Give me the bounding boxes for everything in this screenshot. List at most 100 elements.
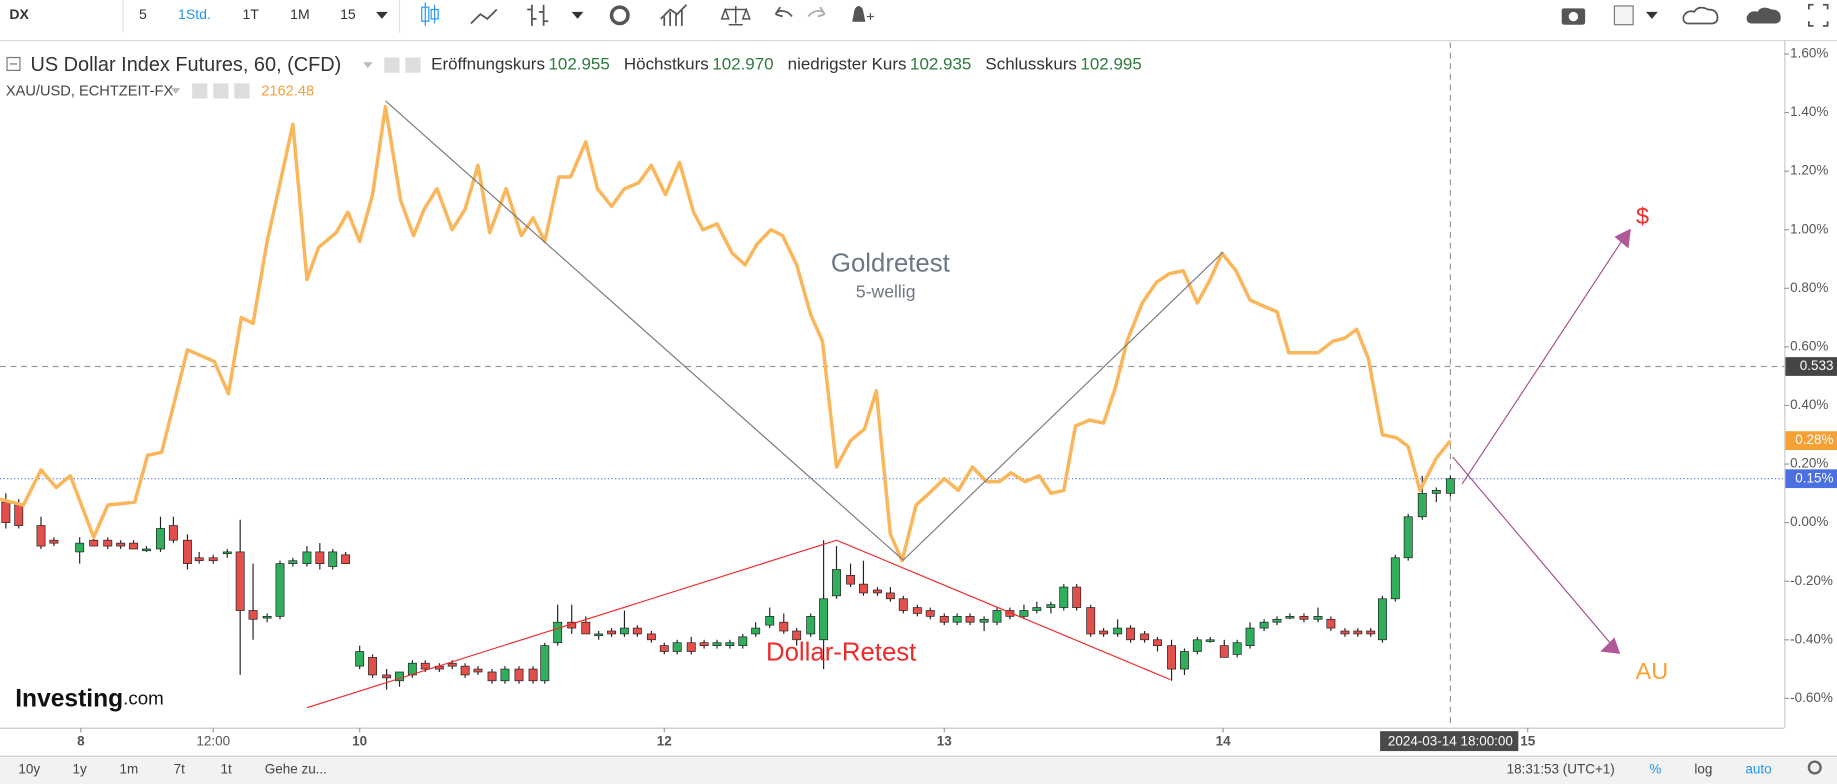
bottom-bar (0, 755, 1837, 784)
candle-body (500, 668, 510, 682)
indicator-icon[interactable] (660, 4, 688, 26)
candle-body (1019, 610, 1029, 617)
crosshair-label: 2024-03-14 18:00:00 (1388, 733, 1513, 748)
x-tick-label: 8 (77, 733, 85, 748)
trend-line (385, 100, 1224, 561)
candle-body (925, 610, 935, 617)
candle-body (1353, 630, 1363, 635)
annotation: AU (1636, 658, 1669, 684)
candle-body (832, 569, 841, 597)
candle-body (646, 633, 656, 641)
line-icon[interactable] (470, 8, 498, 25)
range-button[interactable]: 1t (220, 761, 231, 776)
candle-body (1032, 607, 1042, 611)
candle-body (912, 607, 922, 614)
field-value: 102.970 (712, 55, 773, 74)
alert-icon[interactable] (852, 5, 874, 22)
candle-body (1099, 630, 1109, 635)
candle-body (898, 598, 908, 611)
interval-button[interactable]: 1M (290, 6, 310, 22)
legend-button[interactable] (384, 57, 400, 73)
x-tick-label: 13 (937, 733, 952, 748)
range-button[interactable]: 10y (18, 761, 40, 776)
collapse-button[interactable] (6, 56, 21, 71)
candle-body (315, 551, 325, 564)
legend-button[interactable] (192, 83, 208, 99)
interval-button[interactable]: 15 (340, 6, 356, 22)
dropdown-arrow[interactable] (571, 11, 584, 19)
interval-button[interactable]: 1T (243, 6, 260, 22)
candle-body (712, 642, 722, 646)
color-box[interactable] (1613, 5, 1634, 26)
candle-body (1219, 645, 1229, 658)
candle-body (36, 525, 46, 547)
candle-body (141, 548, 151, 552)
dropdown-arrow[interactable] (1646, 11, 1658, 19)
y-tick-label: 1.60% (1790, 46, 1828, 61)
candle-body (819, 598, 829, 641)
x-tick-label: 12 (657, 733, 672, 748)
dropdown-arrow[interactable] (363, 62, 373, 69)
candle-body (619, 627, 629, 635)
range-button[interactable]: 1m (120, 761, 139, 776)
legend-button[interactable] (213, 83, 229, 99)
candle-body (1417, 492, 1427, 518)
goto-button[interactable]: Gehe zu... (265, 761, 327, 776)
field-value: 102.955 (548, 55, 609, 74)
arrow-head (1614, 228, 1631, 249)
candle-body (248, 610, 258, 620)
candle-icon[interactable] (421, 2, 439, 26)
symbol[interactable]: DX (9, 6, 29, 22)
compare-icon[interactable] (720, 5, 751, 26)
cloud-download-icon[interactable] (1682, 6, 1719, 25)
candle-body (288, 560, 298, 564)
candle-body (168, 525, 178, 541)
legend-title: US Dollar Index Futures, 60, (CFD) (30, 54, 341, 76)
candle-body (368, 657, 378, 676)
candle-body (1059, 586, 1069, 608)
candle-body (846, 574, 856, 585)
log-toggle[interactable]: log (1694, 761, 1712, 776)
candle-body (1313, 616, 1323, 620)
candle-body (395, 671, 404, 682)
cloud-upload-icon[interactable] (1746, 7, 1781, 24)
dropdown-arrow[interactable] (171, 87, 181, 94)
fullscreen-icon[interactable] (1808, 3, 1829, 27)
legend-button[interactable] (234, 83, 250, 99)
candle-body (1005, 610, 1015, 617)
percent-toggle[interactable]: % (1649, 761, 1661, 776)
candle-body (1259, 621, 1269, 629)
range-button[interactable]: 1y (73, 761, 87, 776)
candle-body (1086, 607, 1096, 635)
candle-body (965, 616, 975, 623)
candle-body (447, 662, 457, 667)
undo-icon[interactable] (774, 6, 793, 18)
redo-icon[interactable] (807, 6, 826, 18)
settings-icon[interactable] (1807, 760, 1822, 775)
legend-button[interactable] (405, 57, 421, 73)
candle-body (1046, 604, 1056, 608)
candle-body (979, 618, 989, 623)
auto-toggle[interactable]: auto (1745, 761, 1771, 776)
dropdown-arrow[interactable] (376, 11, 388, 19)
x-tick-label: 10 (352, 733, 367, 748)
range-button[interactable]: 7t (174, 761, 185, 776)
plot-area (0, 42, 1785, 728)
y-tick-label: 1.00% (1790, 221, 1828, 236)
candle-body (341, 554, 351, 564)
candle-body (235, 551, 245, 611)
arrow-line (1452, 456, 1615, 649)
bars-icon[interactable] (527, 4, 549, 26)
drawings (306, 100, 1631, 709)
settings-icon[interactable] (609, 5, 630, 26)
candle-body (275, 563, 285, 617)
interval-button[interactable]: 5 (139, 6, 147, 22)
camera-icon[interactable] (1561, 8, 1586, 25)
x-tick-label: 15 (1520, 733, 1535, 748)
interval-button[interactable]: 1Std. (178, 6, 211, 22)
toolbar (0, 0, 1837, 40)
candle-body (473, 668, 483, 673)
watermark-brand: Investing (15, 685, 123, 712)
